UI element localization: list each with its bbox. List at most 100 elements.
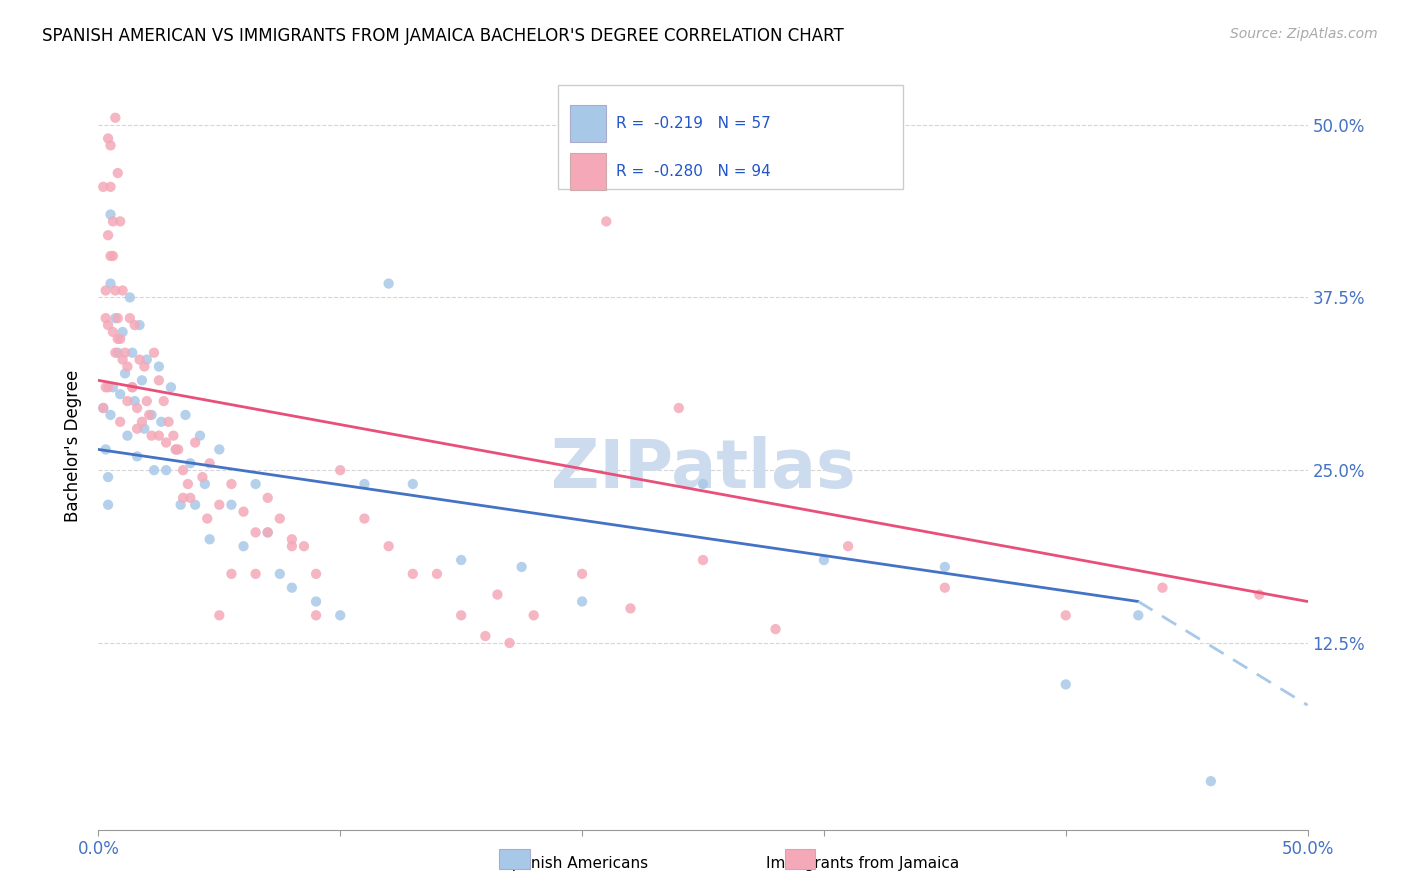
Point xyxy=(1128,608,1150,623)
Point xyxy=(1054,677,1077,691)
Point xyxy=(377,277,399,291)
Point xyxy=(510,560,533,574)
Point xyxy=(498,636,520,650)
Point xyxy=(104,345,127,359)
Point xyxy=(100,249,122,263)
Text: ZIPatlas: ZIPatlas xyxy=(551,436,855,502)
Point xyxy=(97,470,120,484)
Point xyxy=(165,442,187,457)
Point xyxy=(167,442,190,457)
Point xyxy=(281,533,304,547)
Point xyxy=(162,428,184,442)
Point xyxy=(353,511,375,525)
Point xyxy=(232,505,254,519)
Point xyxy=(117,394,139,409)
Point xyxy=(305,608,328,623)
Point xyxy=(104,284,127,298)
Point xyxy=(100,207,122,221)
Point xyxy=(107,166,129,180)
Point xyxy=(131,415,153,429)
Point xyxy=(1199,774,1222,789)
Point xyxy=(101,325,124,339)
Point xyxy=(97,228,120,243)
Point xyxy=(188,428,211,442)
Point xyxy=(97,131,120,145)
Point xyxy=(100,138,122,153)
Point xyxy=(118,311,141,326)
Point xyxy=(108,415,131,429)
Point xyxy=(934,560,956,574)
Point xyxy=(148,373,170,387)
Point xyxy=(208,442,231,457)
FancyBboxPatch shape xyxy=(558,86,903,189)
Point xyxy=(281,581,304,595)
Point xyxy=(619,601,641,615)
Point xyxy=(426,566,449,581)
Point xyxy=(127,450,149,464)
Text: R =  -0.219   N = 57: R = -0.219 N = 57 xyxy=(616,116,770,131)
Point xyxy=(208,498,231,512)
Point xyxy=(245,525,267,540)
Bar xyxy=(569,153,606,190)
Y-axis label: Bachelor's Degree: Bachelor's Degree xyxy=(65,370,83,522)
Point xyxy=(97,318,120,332)
Point xyxy=(221,566,243,581)
Point xyxy=(108,332,131,346)
Point xyxy=(104,111,127,125)
Point xyxy=(127,401,149,415)
Point xyxy=(101,380,124,394)
Point xyxy=(184,435,207,450)
Point xyxy=(195,511,218,525)
Point xyxy=(121,345,143,359)
Point xyxy=(135,352,157,367)
Point xyxy=(157,415,180,429)
Point xyxy=(134,422,156,436)
Point xyxy=(837,539,859,553)
Point xyxy=(94,442,117,457)
Point xyxy=(571,566,593,581)
Point xyxy=(198,456,221,470)
Point xyxy=(111,325,134,339)
Point xyxy=(184,498,207,512)
Point xyxy=(117,428,139,442)
Point xyxy=(571,594,593,608)
Point xyxy=(141,408,163,422)
Point xyxy=(174,408,197,422)
Point xyxy=(148,359,170,374)
Point xyxy=(118,290,141,304)
Point xyxy=(329,608,352,623)
Point xyxy=(765,622,787,636)
Point xyxy=(256,525,278,540)
Point xyxy=(94,284,117,298)
Point xyxy=(292,539,315,553)
Point xyxy=(143,463,166,477)
Point xyxy=(107,311,129,326)
Point xyxy=(256,491,278,505)
Point xyxy=(143,345,166,359)
Text: R =  -0.280   N = 94: R = -0.280 N = 94 xyxy=(616,164,770,179)
Point xyxy=(245,566,267,581)
Point xyxy=(450,608,472,623)
Point xyxy=(94,311,117,326)
Point xyxy=(165,442,187,457)
Point xyxy=(91,401,114,415)
Point xyxy=(101,249,124,263)
Point xyxy=(256,525,278,540)
Point xyxy=(305,594,328,608)
Point xyxy=(108,214,131,228)
Point xyxy=(402,566,425,581)
Point xyxy=(172,491,194,505)
Point xyxy=(402,477,425,491)
Point xyxy=(131,373,153,387)
Point xyxy=(194,477,217,491)
Point xyxy=(377,539,399,553)
Bar xyxy=(569,105,606,142)
Point xyxy=(177,477,200,491)
Point xyxy=(128,352,150,367)
Point xyxy=(353,477,375,491)
Point xyxy=(232,539,254,553)
Point xyxy=(121,380,143,394)
Point xyxy=(100,408,122,422)
Point xyxy=(100,277,122,291)
Point xyxy=(100,179,122,194)
